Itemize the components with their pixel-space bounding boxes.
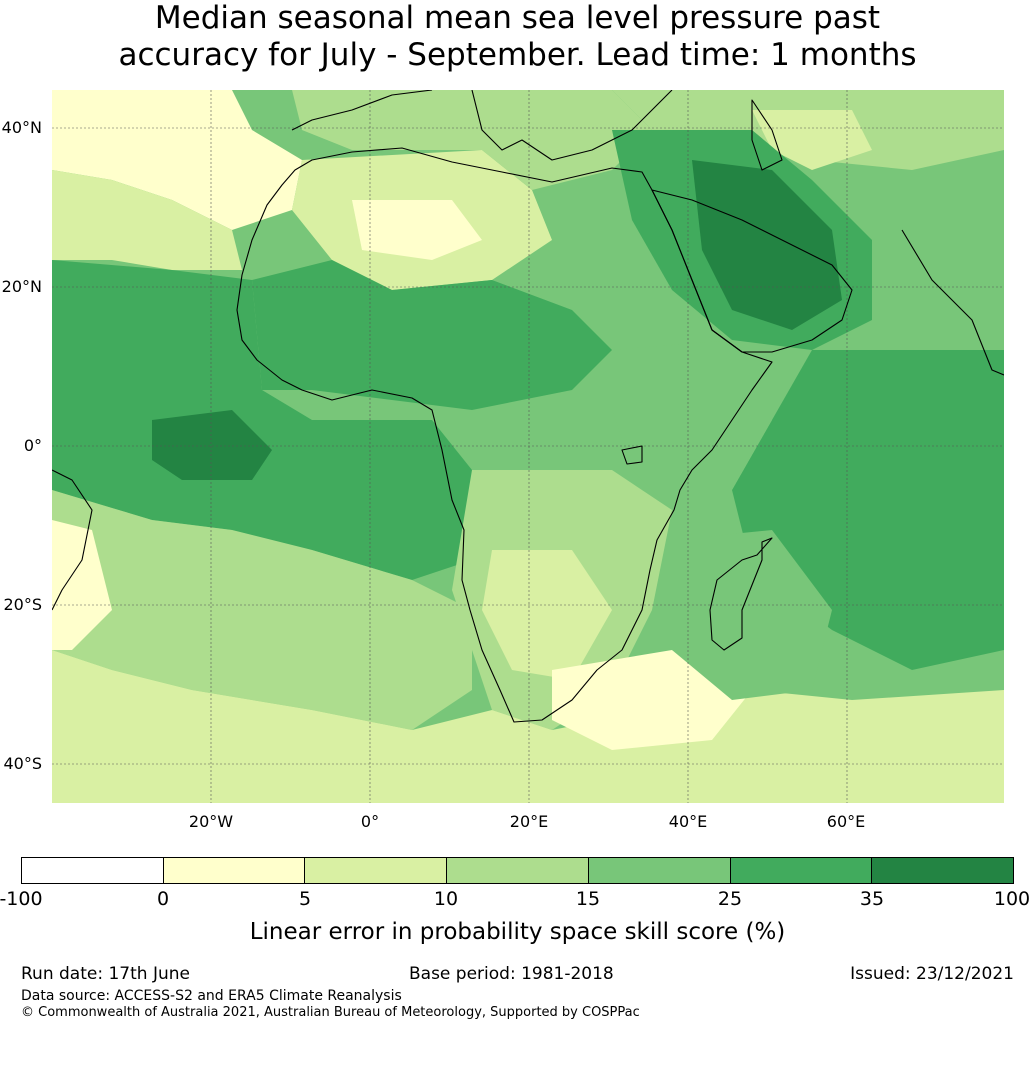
lon-label-20e: 20°E bbox=[509, 812, 549, 831]
region-southern-ocean bbox=[52, 650, 1004, 803]
colorbar-segment-4 bbox=[447, 858, 589, 883]
copyright-notice: © Commonwealth of Australia 2021, Austra… bbox=[21, 1005, 640, 1020]
colorbar-segment-6 bbox=[730, 858, 873, 883]
region-mediterranean bbox=[292, 90, 652, 190]
run-date: Run date: 17th June bbox=[21, 964, 190, 984]
colorbar-segment-5 bbox=[588, 858, 731, 883]
base-period: Base period: 1981-2018 bbox=[409, 964, 614, 984]
region-arabia-core bbox=[692, 160, 842, 330]
skill-score-map bbox=[52, 90, 1004, 803]
colorbar bbox=[21, 857, 1014, 884]
coastline-arabia bbox=[651, 189, 853, 353]
region-south-africa-light bbox=[482, 550, 612, 680]
coastline-europe bbox=[291, 90, 673, 161]
lake-victoria bbox=[621, 445, 643, 465]
coastlines bbox=[52, 90, 1004, 723]
lon-label-60e: 60°E bbox=[826, 812, 866, 831]
colorbar-tick: 25 bbox=[717, 888, 743, 910]
region-south-atlantic-light bbox=[52, 520, 112, 650]
coastline-caspian bbox=[751, 99, 783, 171]
colorbar-segment-3 bbox=[305, 858, 448, 883]
lat-label-40s: 40°S bbox=[3, 754, 42, 773]
colorbar-tick: -100 bbox=[0, 888, 43, 910]
colorbar-tick: 5 bbox=[298, 888, 312, 910]
lat-label-40n: 40°N bbox=[1, 118, 42, 137]
region-south-atlantic bbox=[52, 490, 472, 730]
region-north-atlantic-mid bbox=[52, 170, 242, 270]
map-title-line-2: accuracy for July - September. Lead time… bbox=[118, 37, 917, 73]
coastline-india bbox=[901, 229, 1004, 376]
colorbar-segment-2 bbox=[163, 858, 306, 883]
colorbar-tick: 35 bbox=[859, 888, 885, 910]
lat-label-20s: 20°S bbox=[3, 595, 42, 614]
region-west-africa bbox=[252, 260, 612, 410]
lon-label-20w: 20°W bbox=[188, 812, 234, 831]
coastline-africa bbox=[236, 147, 773, 723]
coastline-south-america bbox=[52, 469, 93, 611]
map-title: Median seasonal mean sea level pressure … bbox=[0, 0, 1035, 74]
region-atlantic-tropics bbox=[52, 260, 472, 580]
region-sahara-light bbox=[352, 200, 482, 260]
map-title-line-1: Median seasonal mean sea level pressure … bbox=[154, 0, 881, 36]
lon-label-40e: 40°E bbox=[668, 812, 708, 831]
colorbar-segment-7 bbox=[872, 858, 1014, 883]
region-madagascar-sea bbox=[672, 530, 832, 700]
colorbar-tick: 15 bbox=[575, 888, 601, 910]
lon-label-0: 0° bbox=[360, 812, 380, 831]
colorbar-tick: 10 bbox=[433, 888, 459, 910]
colorbar-tick: 100 bbox=[993, 888, 1031, 910]
data-source: Data source: ACCESS-S2 and ERA5 Climate … bbox=[21, 988, 402, 1004]
lat-label-0: 0° bbox=[23, 436, 42, 455]
region-east-africa bbox=[612, 340, 772, 510]
colorbar-tick: 0 bbox=[156, 888, 170, 910]
colorbar-segment-1 bbox=[22, 858, 164, 883]
region-atlantic-core bbox=[152, 410, 272, 480]
lat-label-20n: 20°N bbox=[1, 277, 42, 296]
colorbar-label: Linear error in probability space skill … bbox=[249, 919, 786, 945]
coastline-madagascar bbox=[709, 537, 773, 651]
region-north-atlantic bbox=[52, 90, 302, 230]
graticule bbox=[52, 90, 1004, 803]
issued-date: Issued: 23/12/2021 bbox=[850, 964, 1014, 984]
